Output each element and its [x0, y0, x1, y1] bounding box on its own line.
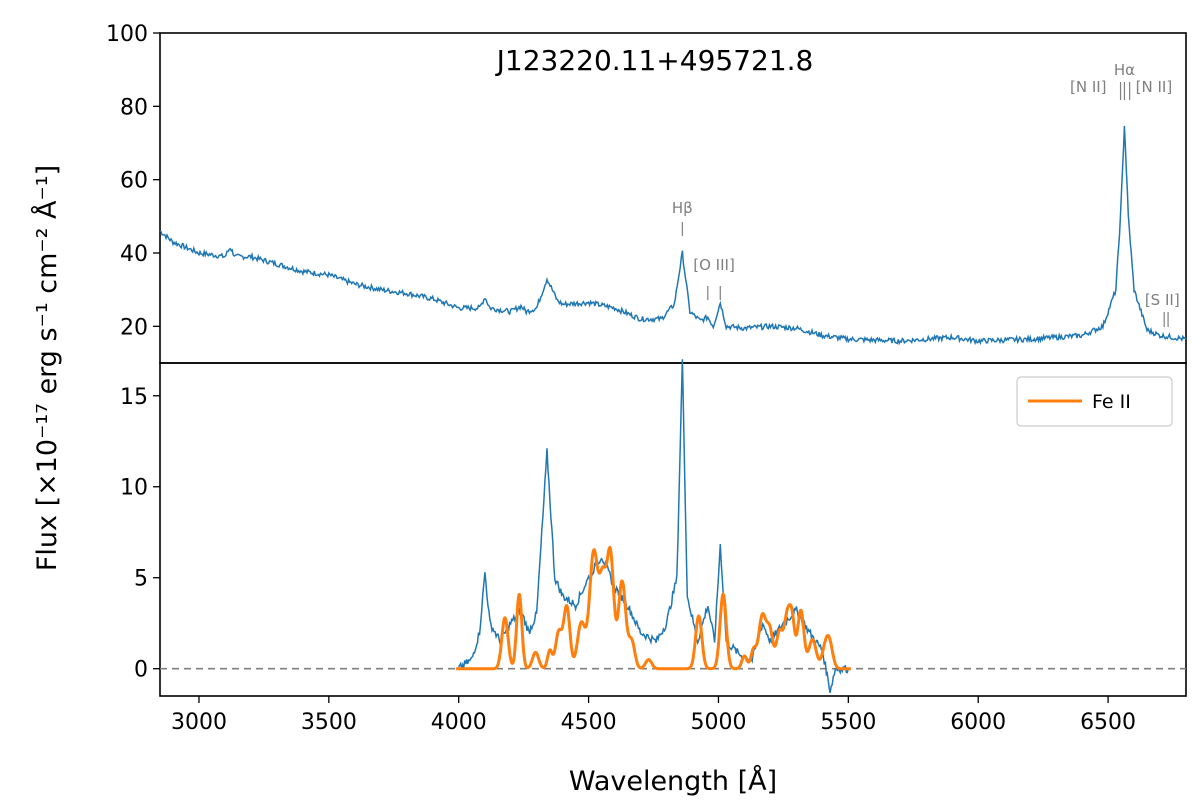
bottom-y-tick-label-10: 10: [120, 476, 148, 501]
bottom-y-tick-label-15: 15: [120, 385, 148, 410]
line-label-0: Hβ: [672, 199, 693, 217]
top-panel-frame: [159, 32, 1187, 364]
line-label-1: [O III]: [693, 256, 735, 274]
bottom-y-tick-label-0: 0: [134, 658, 148, 683]
x-tick-label-4500: 4500: [561, 710, 617, 735]
top-panel: J123220.11+495721.8 20 40 60 80 100 Hβ [O III…: [106, 22, 1187, 364]
bottom-y-tick-label-5: 5: [134, 567, 148, 592]
x-axis-label: Wavelength [Å]: [569, 765, 777, 797]
top-y-tick-label-100: 100: [106, 22, 148, 47]
emission-line-labels: Hβ[O III][N II]Hα[N II][S II]: [672, 61, 1180, 327]
line-label-2: [N II]: [1070, 78, 1107, 96]
x-ticks: 3000 3500 4000 4500 5000 5500 6000 6500: [171, 696, 1136, 735]
x-tick-label-5500: 5500: [820, 710, 876, 735]
top-spectrum-line: [159, 125, 1187, 346]
bottom-y-ticks: 0 5 10 15: [120, 385, 160, 683]
top-y-tick-label-20: 20: [120, 315, 148, 340]
legend-label-fe-ii: Fe II: [1092, 391, 1131, 413]
x-tick-label-3500: 3500: [301, 710, 357, 735]
y-axis-label: Flux [×10⁻¹⁷ erg s⁻¹ cm⁻² Å⁻¹]: [31, 165, 63, 571]
x-tick-label-6000: 6000: [950, 710, 1006, 735]
chart-title: J123220.11+495721.8: [495, 44, 814, 77]
top-y-tick-label-60: 60: [120, 169, 148, 194]
line-label-4: [N II]: [1136, 78, 1173, 96]
bottom-series: [160, 359, 1186, 694]
x-tick-label-3000: 3000: [171, 710, 227, 735]
residual-spectrum-line: [458, 359, 850, 694]
top-y-tick-label-40: 40: [120, 242, 148, 267]
fe-ii-template-line: [455, 545, 852, 671]
legend: Fe II: [1016, 376, 1173, 427]
line-label-3: Hα: [1114, 61, 1135, 79]
x-tick-label-5000: 5000: [690, 710, 746, 735]
top-y-ticks: 20 40 60 80 100: [106, 22, 160, 340]
line-label-5: [S II]: [1145, 291, 1180, 309]
top-series: [159, 125, 1187, 346]
x-tick-label-4000: 4000: [431, 710, 487, 735]
bottom-panel-frame: [159, 362, 1187, 697]
legend-box: [1016, 376, 1173, 427]
x-tick-label-6500: 6500: [1080, 710, 1136, 735]
top-y-tick-label-80: 80: [120, 95, 148, 120]
